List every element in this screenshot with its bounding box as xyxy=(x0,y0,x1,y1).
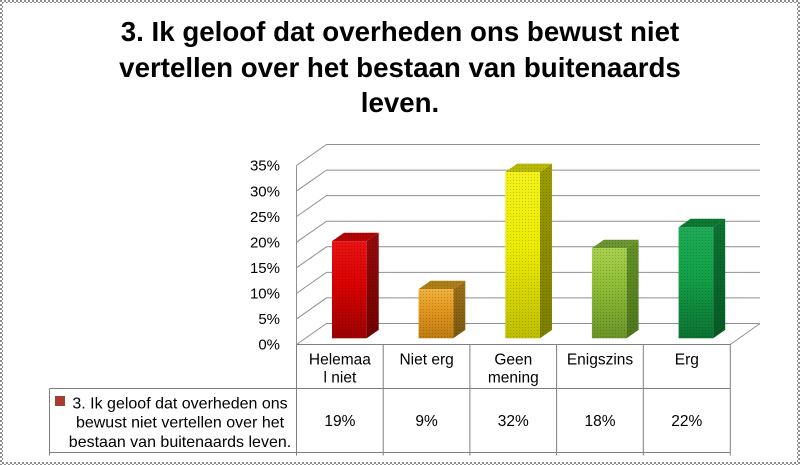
svg-text:Enigszins: Enigszins xyxy=(567,352,634,369)
svg-text:10%: 10% xyxy=(250,286,280,303)
svg-text:18%: 18% xyxy=(584,413,615,430)
svg-text:Erg: Erg xyxy=(675,352,699,369)
svg-text:32%: 32% xyxy=(498,413,529,430)
svg-text:15%: 15% xyxy=(250,260,280,277)
svg-text:19%: 19% xyxy=(324,413,355,430)
svg-text:Niet erg: Niet erg xyxy=(399,352,453,369)
svg-text:bestaan van buitenaards leven.: bestaan van buitenaards leven. xyxy=(69,434,291,451)
svg-text:mening: mening xyxy=(488,369,539,386)
svg-text:Helemaa: Helemaa xyxy=(309,352,371,369)
svg-text:35%: 35% xyxy=(250,158,280,175)
svg-text:20%: 20% xyxy=(250,234,280,251)
svg-text:bewust niet vertellen over het: bewust niet vertellen over het xyxy=(76,415,285,432)
svg-text:30%: 30% xyxy=(250,183,280,200)
svg-text:Geen: Geen xyxy=(494,352,532,369)
svg-text:22%: 22% xyxy=(671,413,702,430)
svg-text:25%: 25% xyxy=(250,209,280,226)
svg-text:l niet: l niet xyxy=(324,369,357,386)
svg-text:9%: 9% xyxy=(415,413,438,430)
svg-text:0%: 0% xyxy=(258,337,280,354)
svg-text:3. Ik geloof dat overheden ons: 3. Ik geloof dat overheden ons xyxy=(72,395,287,412)
svg-text:5%: 5% xyxy=(258,311,280,328)
